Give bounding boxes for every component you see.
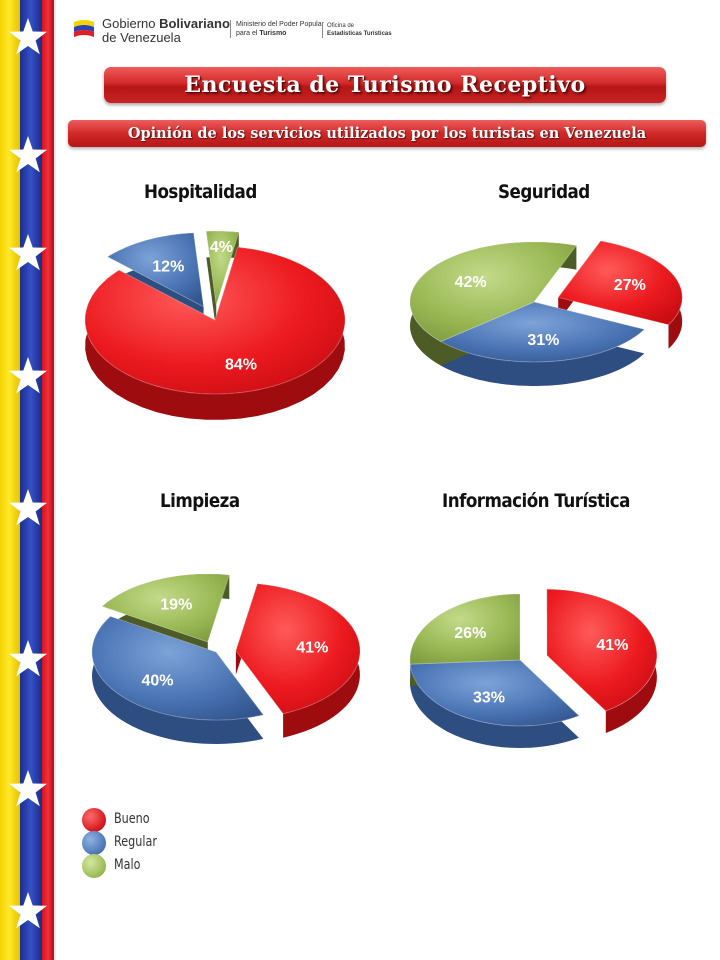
main-title-banner: Encuesta de Turismo Receptivo: [104, 67, 666, 103]
stripe-yellow: [0, 0, 20, 960]
pie-data-label: 26%: [454, 625, 486, 642]
pie-slice-side: [92, 616, 264, 744]
pie-slice-regular: [106, 232, 205, 308]
chart-title-seguridad: Seguridad: [498, 181, 590, 203]
stripe-blue: [20, 0, 42, 960]
gobierno-logo-text: Gobierno Bolivariano de Venezuela: [102, 17, 230, 45]
chart-title-hospitalidad: Hospitalidad: [144, 181, 257, 203]
star-icon: [9, 770, 47, 807]
ministerio-line1: Ministerio del Poder Popular: [236, 21, 324, 28]
legend-label-bueno: Bueno: [114, 811, 150, 827]
pie-slice-regular: [439, 301, 646, 363]
pie-data-label: 4%: [210, 239, 233, 256]
main-title: Encuesta de Turismo Receptivo: [184, 72, 586, 98]
chart-title-limpieza: Limpieza: [160, 490, 240, 512]
pie-data-label: 40%: [141, 672, 173, 689]
star-icon: [9, 892, 47, 929]
pie-slice-malo: [101, 573, 230, 643]
pie-data-label: 12%: [152, 259, 184, 276]
pie-data-label: 31%: [527, 332, 559, 349]
subtitle-banner: Opinión de los servicios utilizados por …: [68, 120, 706, 147]
legend-label-regular: Regular: [114, 834, 157, 850]
gobierno-line1-a: Gobierno: [102, 16, 160, 31]
pie-data-label: 33%: [473, 690, 505, 707]
gobierno-line1-b: Bolivariano: [159, 16, 230, 31]
pie-chart-2: 41% 40% 19%: [91, 573, 361, 744]
pie-data-label: 19%: [160, 597, 192, 614]
pie-data-label: 42%: [455, 274, 487, 291]
flag-stripes: [0, 0, 56, 960]
star-icon: [9, 18, 47, 55]
chart-title-informacion-turistica: Información Turística: [442, 490, 630, 512]
gobierno-line2: de Venezuela: [102, 30, 181, 45]
legend-swatch-malo: [82, 854, 106, 878]
pie-chart-0: 84% 12% 4%: [84, 230, 346, 420]
oficina-line2: Estadísticas Turísticas: [327, 31, 392, 37]
pie-slice-regular: [91, 615, 265, 721]
stripe-edge: [54, 0, 56, 960]
legend-swatch-bueno: [82, 808, 106, 832]
legend-label-malo: Malo: [114, 857, 141, 873]
ministerio-line2-a: para el: [236, 30, 260, 37]
header-logo: Gobierno Bolivariano de Venezuela Minist…: [72, 14, 412, 48]
pie-slice-malo: [409, 593, 521, 665]
pie-data-label: 84%: [225, 356, 257, 373]
venezuela-flag-icon: [74, 20, 94, 37]
star-icon: [9, 489, 47, 526]
oficina-text: Oficina de Estadísticas Turísticas: [322, 22, 392, 38]
legend-swatch-regular: [82, 831, 106, 855]
pie-slice-bueno: [235, 583, 361, 715]
pie-chart-3: 41% 33% 26%: [409, 588, 658, 748]
stripe-red: [42, 0, 54, 960]
pie-slice-bueno: [557, 240, 683, 326]
subtitle: Opinión de los servicios utilizados por …: [127, 125, 647, 142]
pie-data-label: 41%: [296, 639, 328, 656]
pie-slice-regular: [409, 659, 580, 727]
star-icon: [9, 357, 47, 394]
ministerio-line2-b: Turismo: [259, 30, 287, 37]
star-icon: [9, 234, 47, 271]
pie-slice-malo: [409, 241, 578, 343]
pie-data-label: 27%: [614, 277, 646, 294]
pie-slice-bueno: [546, 588, 658, 712]
pie-slice-bueno: [84, 246, 346, 395]
pie-data-label: 41%: [596, 637, 628, 654]
oficina-line1: Oficina de: [327, 23, 355, 29]
star-icon: [9, 640, 47, 677]
star-icon: [9, 136, 47, 173]
ministerio-text: Ministerio del Poder Popular para el Tur…: [230, 20, 324, 38]
pie-chart-1: 27% 31% 42%: [409, 240, 683, 386]
pie-slice-malo: [205, 230, 240, 306]
